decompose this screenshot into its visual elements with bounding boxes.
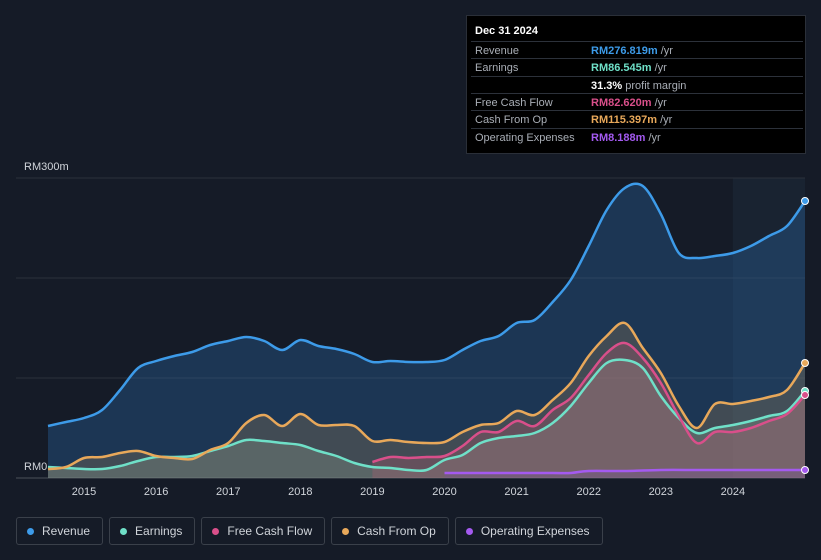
legend-label: Revenue — [42, 524, 91, 538]
legend-dot-icon — [465, 527, 473, 535]
earnings-area — [48, 359, 805, 478]
cash-from-op-line — [47, 321, 807, 471]
legend-dot-icon — [27, 527, 34, 535]
operating-expenses-end-point — [801, 466, 809, 474]
tooltip-row: Cash From Op RM115.397m /yr — [471, 110, 803, 128]
x-tick-label: 2016 — [144, 486, 168, 498]
x-tick-label: 2022 — [576, 486, 600, 498]
tooltip-row-value: RM86.545m /yr — [591, 62, 667, 75]
tooltip-row: Revenue RM276.819m /yr — [471, 41, 803, 59]
legend-item-cash-from-op[interactable]: Cash From Op — [331, 517, 449, 545]
tooltip-row: Operating Expenses RM8.188m /yr — [471, 127, 803, 146]
tooltip-panel: Dec 31 2024 Revenue RM276.819m /yr Earning… — [466, 15, 806, 154]
x-tick-label: 2021 — [504, 486, 528, 498]
x-tick-label: 2020 — [432, 486, 456, 498]
legend-label: Cash From Op — [357, 524, 436, 538]
legend-dot-icon — [120, 527, 128, 535]
legend-item-operating-expenses[interactable]: Operating Expenses — [454, 517, 603, 545]
legend-dot-icon — [212, 527, 220, 535]
x-tick-label: 2015 — [72, 486, 96, 498]
tooltip-row-value: RM276.819m /yr — [591, 45, 673, 57]
legend-label: Free Cash Flow — [227, 524, 313, 538]
tooltip-date: Dec 31 2024 — [475, 25, 538, 37]
legend: Revenue Earnings Free Cash Flow Cash From O… — [16, 517, 603, 545]
tooltip-row-label: Earnings — [475, 62, 519, 75]
legend-item-revenue[interactable]: Revenue — [16, 517, 104, 545]
y-axis-zero-label: RM0 — [24, 461, 47, 473]
revenue-line — [47, 182, 807, 428]
tooltip-row-value: RM8.188m /yr — [591, 131, 661, 144]
x-tick-label: 2024 — [721, 486, 745, 498]
tooltip-row: 31.3% profit margin — [471, 75, 803, 94]
cash-from-op-area — [48, 322, 805, 478]
legend-label: Operating Expenses — [480, 524, 590, 538]
y-axis-top-label: RM300m — [24, 161, 69, 173]
legend-label: Earnings — [135, 524, 183, 538]
operating-expenses-line — [444, 468, 805, 475]
tooltip-row-label: Cash From Op — [475, 114, 548, 127]
tooltip-row: Earnings RM86.545m /yr — [471, 58, 803, 76]
free-cash-flow-end-point — [801, 391, 809, 399]
forecast-region — [732, 178, 805, 478]
legend-item-earnings[interactable]: Earnings — [109, 517, 196, 545]
x-tick-label: 2017 — [216, 486, 240, 498]
tooltip-row-value: RM115.397m /yr — [591, 114, 673, 127]
tooltip-row-value: RM82.620m /yr — [591, 96, 667, 109]
operating-expenses-area — [444, 469, 805, 478]
tooltip-row-value: 31.3% profit margin — [591, 79, 687, 92]
legend-item-free-cash-flow[interactable]: Free Cash Flow — [201, 517, 326, 545]
revenue-end-point — [801, 197, 809, 205]
tooltip-row-label: Operating Expenses — [475, 131, 575, 144]
tooltip-row: Free Cash Flow RM82.620m /yr — [471, 92, 803, 111]
x-tick-label: 2018 — [288, 486, 312, 498]
tooltip-row-label: Free Cash Flow — [475, 96, 553, 109]
tooltip-row-label: Revenue — [475, 45, 520, 57]
revenue-area — [48, 183, 805, 478]
x-tick-label: 2023 — [649, 486, 673, 498]
legend-dot-icon — [342, 527, 350, 535]
x-tick-label: 2019 — [360, 486, 384, 498]
free-cash-flow-line — [372, 341, 806, 464]
cash-from-op-end-point — [801, 359, 809, 367]
